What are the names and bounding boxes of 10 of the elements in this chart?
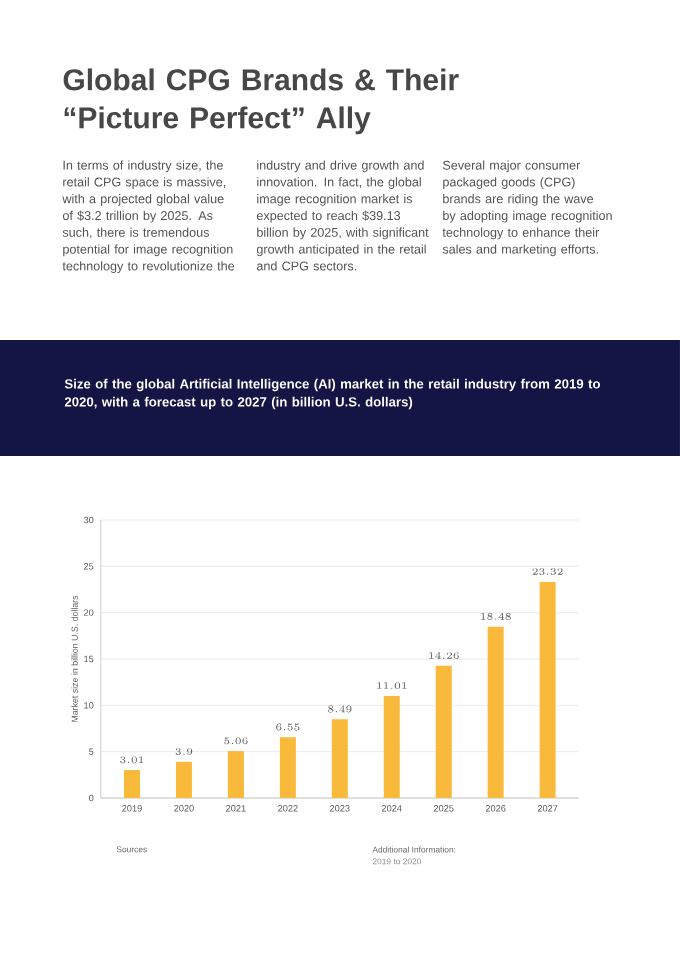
bar — [279, 737, 296, 798]
bar — [124, 770, 140, 798]
bar — [435, 665, 452, 798]
bar — [175, 761, 192, 798]
bar — [487, 626, 504, 798]
bar — [383, 695, 400, 798]
bar — [539, 581, 556, 798]
bar — [331, 719, 348, 798]
bar — [227, 751, 244, 798]
chart-title: Global CPG Brands & Their “Picture Perfect” Ally — [63, 68, 459, 135]
